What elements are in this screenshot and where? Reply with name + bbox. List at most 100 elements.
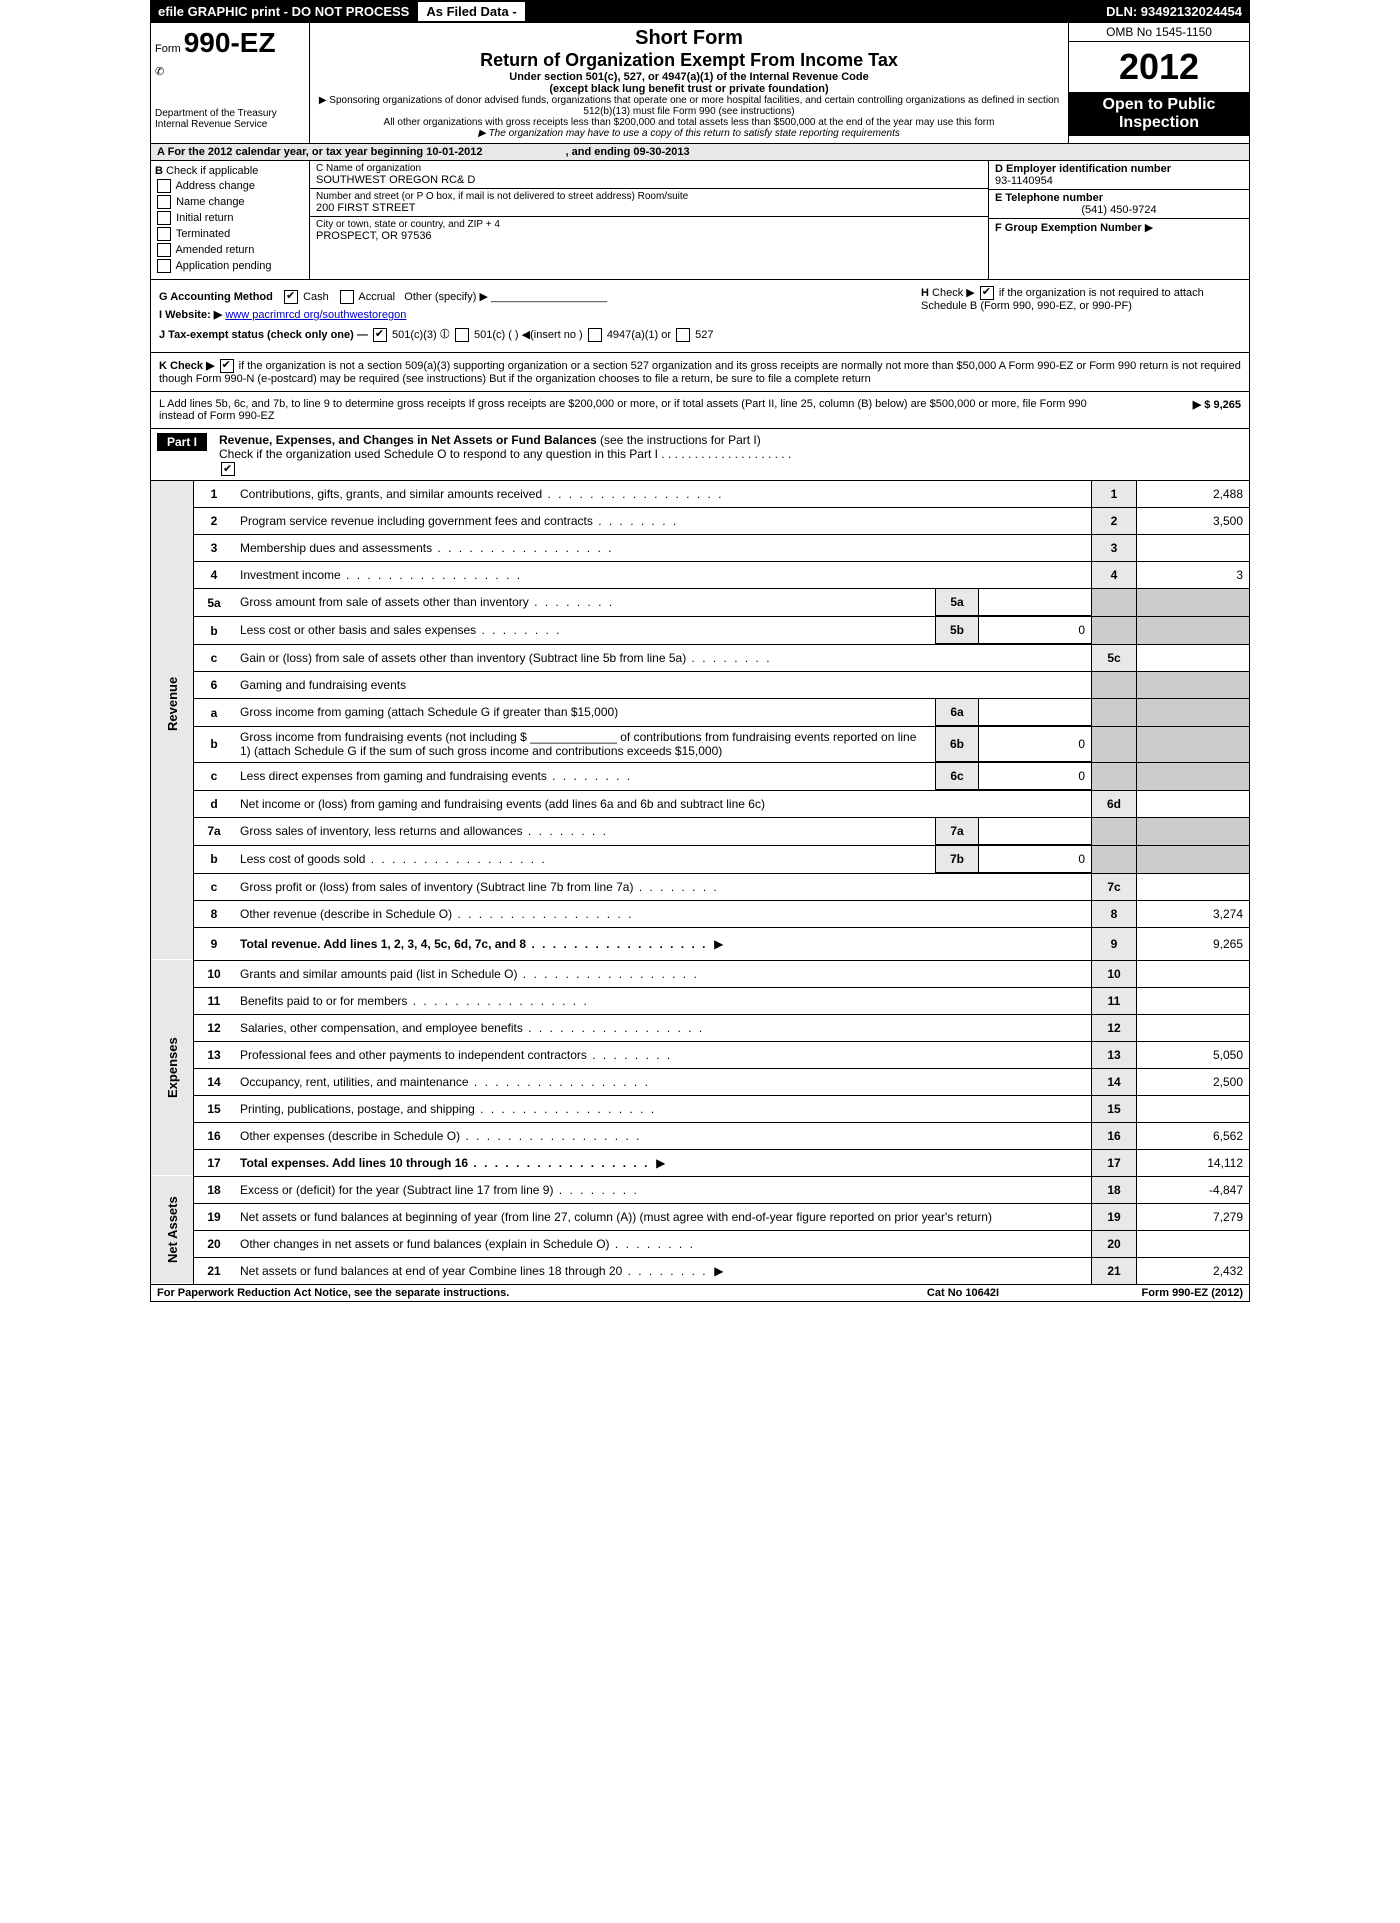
efile-label: efile GRAPHIC print - DO NOT PROCESS [150,2,417,21]
footer-left: For Paperwork Reduction Act Notice, see … [157,1287,863,1299]
line5a-desc: Gross amount from sale of assets other t… [240,595,614,609]
l-block: L Add lines 5b, 6c, and 7b, to line 9 to… [150,392,1250,429]
line6d-desc: Net income or (loss) from gaming and fun… [234,790,1092,817]
line5a-amt [979,589,1092,616]
check-501c3[interactable] [373,328,387,342]
line6-desc: Gaming and fundraising events [234,672,1092,699]
omb-number: OMB No 1545-1150 [1069,23,1249,42]
d-lbl: D Employer identification number [995,163,1171,175]
form-990ez-page: efile GRAPHIC print - DO NOT PROCESS As … [150,0,1250,1302]
line6b-desc: Gross income from fundraising events (no… [240,730,916,758]
header-left: Form 990-EZ ✆ Department of the Treasury… [151,23,310,143]
f-lbl: F Group Exemption Number [995,222,1142,234]
check-name-change[interactable]: Name change [155,195,305,209]
check-k[interactable] [220,359,234,373]
dln-label: DLN: 93492132024454 [1098,2,1250,21]
h-text1: Check ▶ [932,287,975,299]
col-c: C Name of organization SOUTHWEST OREGON … [310,161,988,279]
form-subtitle: Under section 501(c), 527, or 4947(a)(1)… [316,71,1062,95]
short-form-label: Short Form [316,27,1062,50]
org-address: 200 FIRST STREET [316,202,982,214]
line2-amt: 3,500 [1137,508,1250,535]
line5c-amt [1137,645,1250,672]
check-4947[interactable] [588,328,602,342]
row-a-text: For the 2012 calendar year, or tax year … [168,146,483,158]
line4-desc: Investment income [240,568,522,582]
check-501c[interactable] [455,328,469,342]
check-527[interactable] [676,328,690,342]
website-link[interactable]: www pacrimrcd org/southwestoregon [225,309,406,321]
line5b-desc: Less cost or other basis and sales expen… [240,623,561,637]
part1-inst: (see the instructions for Part I) [600,433,761,447]
line13-amt: 5,050 [1137,1041,1250,1068]
line15-amt [1137,1095,1250,1122]
check-application-pending[interactable]: Application pending [155,259,305,273]
f-arrow: ▶ [1145,222,1153,234]
open-inspection: Open to Public Inspection [1069,92,1249,136]
row-a: A For the 2012 calendar year, or tax yea… [150,144,1250,161]
part1-check-text: Check if the organization used Schedule … [219,447,791,461]
irs-label: Internal Revenue Service [155,119,305,130]
page-footer: For Paperwork Reduction Act Notice, see … [150,1285,1250,1302]
b-label: Check if applicable [166,165,258,177]
g-label: G Accounting Method [159,291,273,303]
line7a-desc: Gross sales of inventory, less returns a… [240,824,608,838]
line14-desc: Occupancy, rent, utilities, and maintena… [240,1075,650,1089]
line12-desc: Salaries, other compensation, and employ… [240,1021,704,1035]
col-b: B Check if applicable Address change Nam… [151,161,310,279]
part1-title: Revenue, Expenses, and Changes in Net As… [219,433,597,447]
check-initial-return[interactable]: Initial return [155,211,305,225]
side-netassets: Net Assets [151,1176,194,1284]
check-address-change[interactable]: Address change [155,179,305,193]
l-text: L Add lines 5b, 6c, and 7b, to line 9 to… [159,398,1121,422]
line11-amt [1137,987,1250,1014]
tax-year: 2012 [1069,42,1249,92]
check-amended[interactable]: Amended return [155,243,305,257]
line16-desc: Other expenses (describe in Schedule O) [240,1129,641,1143]
form-title: Return of Organization Exempt From Incom… [316,50,1062,71]
check-cash[interactable] [284,290,298,304]
line1-desc: Contributions, gifts, grants, and simila… [240,487,724,501]
line5c-desc: Gain or (loss) from sale of assets other… [240,651,772,665]
check-schedule-b[interactable] [980,286,994,300]
side-expenses: Expenses [151,960,194,1176]
line11-desc: Benefits paid to or for members [240,994,589,1008]
ein-value: 93-1140954 [995,175,1053,187]
check-schedule-o[interactable] [221,462,235,476]
line16-amt: 6,562 [1137,1122,1250,1149]
line6c-desc: Less direct expenses from gaming and fun… [240,769,632,783]
identity-block: B Check if applicable Address change Nam… [150,161,1250,280]
form-number: 990-EZ [184,27,276,58]
header-mid: Short Form Return of Organization Exempt… [310,23,1068,143]
line10-amt [1137,960,1250,987]
ghij-block: G Accounting Method Cash Accrual Other (… [150,280,1250,353]
check-terminated[interactable]: Terminated [155,227,305,241]
col-def: D Employer identification number 93-1140… [988,161,1249,279]
line14-amt: 2,500 [1137,1068,1250,1095]
as-filed-label: As Filed Data - [417,1,525,22]
header-note2: ▶ The organization may have to use a cop… [316,128,1062,139]
line21-amt: 2,432 [1137,1257,1250,1284]
header-right: OMB No 1545-1150 2012 Open to Public Ins… [1068,23,1249,143]
line6d-amt [1137,790,1250,817]
check-accrual[interactable] [340,290,354,304]
e-lbl: E Telephone number [995,192,1103,204]
line20-amt [1137,1230,1250,1257]
k-body: if the organization is not a section 509… [159,360,1241,385]
line3-desc: Membership dues and assessments [240,541,613,555]
row-a-ending: , and ending 09-30-2013 [566,146,690,158]
line13-desc: Professional fees and other payments to … [240,1048,672,1062]
line6b-amt: 0 [979,727,1092,761]
line18-amt: -4,847 [1137,1176,1250,1203]
k-label: K Check ▶ [159,360,215,372]
part1-header: Part I Revenue, Expenses, and Changes in… [150,429,1250,481]
line19-desc: Net assets or fund balances at beginning… [240,1210,992,1224]
line18-desc: Excess or (deficit) for the year (Subtra… [240,1183,639,1197]
line17-desc: Total expenses. Add lines 10 through 16 [240,1156,649,1170]
line8-desc: Other revenue (describe in Schedule O) [240,907,633,921]
line3-amt [1137,535,1250,562]
form-header: Form 990-EZ ✆ Department of the Treasury… [150,22,1250,144]
l-amount: ▶ $ 9,265 [1121,398,1241,422]
line10-desc: Grants and similar amounts paid (list in… [240,967,699,981]
line12-amt [1137,1014,1250,1041]
